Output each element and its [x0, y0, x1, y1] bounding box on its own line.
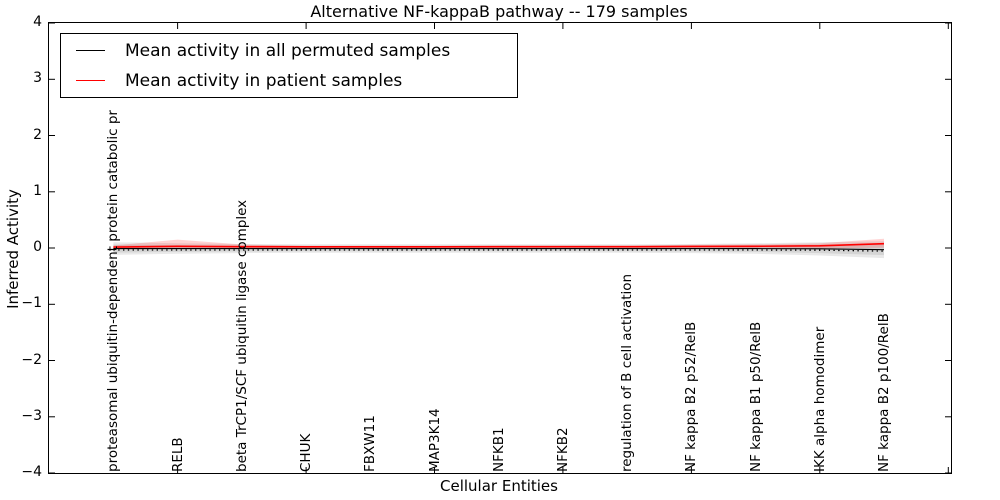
- y-tick-label: 0: [33, 239, 42, 255]
- patient-mean-line: [113, 242, 885, 248]
- entity-label: regulation of B cell activation: [619, 273, 636, 472]
- legend-item-label: Mean activity in patient samples: [125, 70, 403, 91]
- entity-label: MAP3K14: [426, 408, 443, 472]
- y-axis-label: Inferred Activity: [4, 189, 22, 309]
- legend: Mean activity in all permuted samples Me…: [60, 33, 518, 98]
- entity-label: RELB: [169, 437, 186, 472]
- entity-label: NFKB2: [554, 427, 571, 472]
- entity-label: CHUK: [298, 433, 315, 472]
- y-tick-label: −3: [21, 407, 42, 424]
- patient-line-swatch: [76, 80, 105, 81]
- legend-item: Mean activity in patient samples: [76, 68, 517, 94]
- permuted-mean-dotted-line: [113, 249, 885, 252]
- legend-item-label: Mean activity in all permuted samples: [125, 40, 451, 61]
- entity-label: beta TrCP1/SCF ubiquitin ligase complex: [233, 199, 250, 472]
- chart-title: Alternative NF-kappaB pathway -- 179 sam…: [310, 2, 688, 21]
- entity-label: NF kappa B1 p50/RelB: [747, 321, 764, 472]
- y-tick-label: −1: [21, 295, 42, 312]
- plot-canvas: [49, 23, 951, 473]
- legend-item: Mean activity in all permuted samples: [76, 38, 517, 64]
- permuted-mean-line: [113, 248, 885, 251]
- entity-label: NF kappa B2 p100/RelB: [876, 313, 892, 472]
- y-tick-label: −2: [21, 351, 42, 368]
- permuted-line-swatch: [76, 50, 105, 51]
- y-tick-label: 2: [33, 126, 42, 143]
- y-tick-label: 4: [33, 14, 42, 30]
- entity-label: NFKB1: [490, 427, 507, 472]
- y-tick-label: 1: [33, 182, 42, 199]
- x-axis-label: Cellular Entities: [440, 477, 558, 495]
- entity-label: IKK alpha homodimer: [811, 326, 828, 472]
- y-tick-label: 3: [33, 70, 42, 87]
- entity-label: FBXW11: [362, 415, 379, 472]
- entity-label: NF kappa B2 p52/RelB: [683, 321, 700, 472]
- entity-label: proteasomal ubiquitin-dependent protein …: [105, 110, 122, 472]
- y-tick-label: −4: [21, 464, 42, 480]
